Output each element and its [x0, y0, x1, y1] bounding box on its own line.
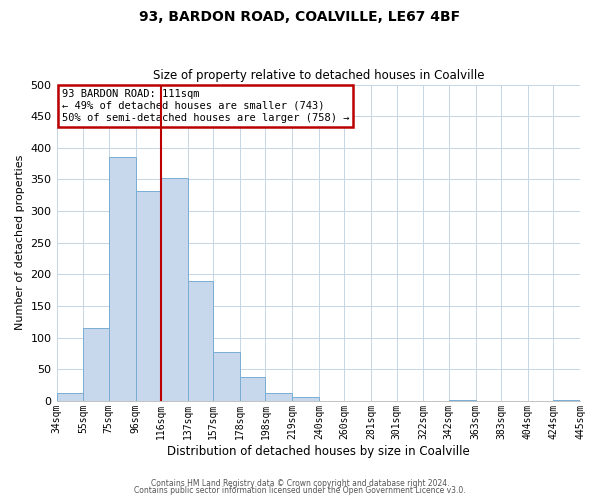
- Bar: [136, 191, 161, 401]
- X-axis label: Distribution of detached houses by size in Coalville: Distribution of detached houses by size …: [167, 444, 470, 458]
- Text: 93, BARDON ROAD, COALVILLE, LE67 4BF: 93, BARDON ROAD, COALVILLE, LE67 4BF: [139, 10, 461, 24]
- Bar: [213, 352, 240, 401]
- Bar: [240, 377, 265, 401]
- Bar: [161, 178, 188, 401]
- Bar: [265, 394, 292, 401]
- Bar: [83, 328, 109, 401]
- Bar: [553, 400, 580, 401]
- Y-axis label: Number of detached properties: Number of detached properties: [15, 155, 25, 330]
- Bar: [109, 158, 136, 401]
- Text: Contains HM Land Registry data © Crown copyright and database right 2024.: Contains HM Land Registry data © Crown c…: [151, 478, 449, 488]
- Bar: [188, 280, 213, 401]
- Text: 93 BARDON ROAD: 111sqm
← 49% of detached houses are smaller (743)
50% of semi-de: 93 BARDON ROAD: 111sqm ← 49% of detached…: [62, 90, 349, 122]
- Bar: [449, 400, 476, 401]
- Bar: [56, 394, 83, 401]
- Bar: [292, 397, 319, 401]
- Title: Size of property relative to detached houses in Coalville: Size of property relative to detached ho…: [152, 69, 484, 82]
- Text: Contains public sector information licensed under the Open Government Licence v3: Contains public sector information licen…: [134, 486, 466, 495]
